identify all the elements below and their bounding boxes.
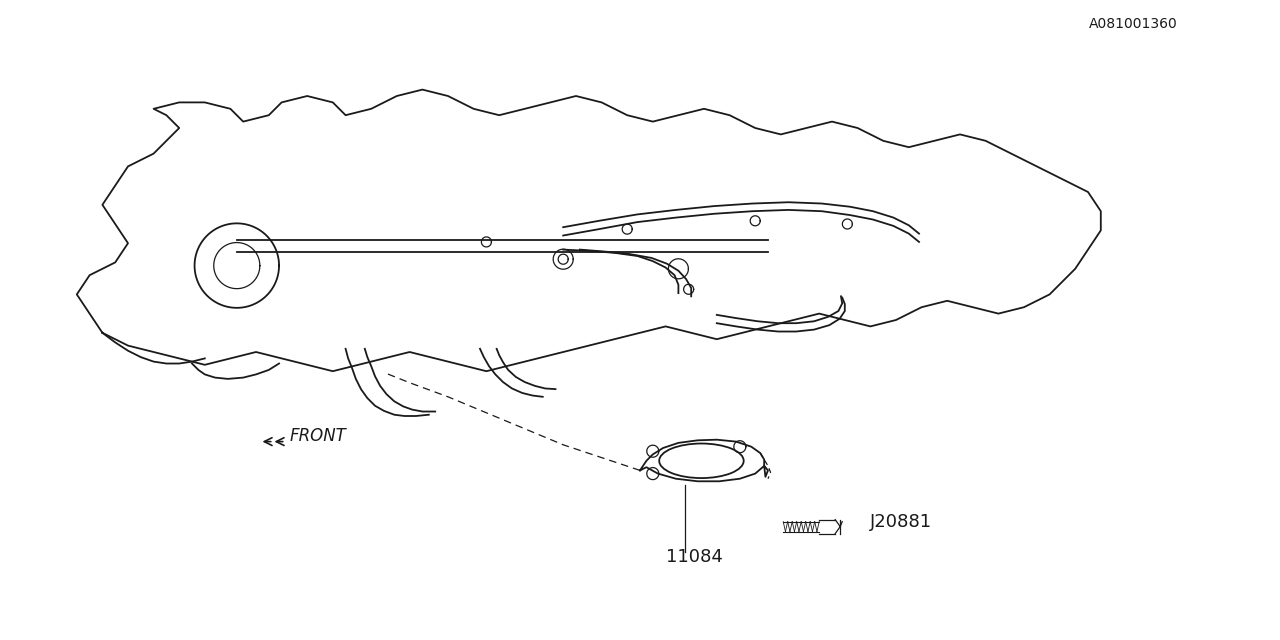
Text: J20881: J20881 [870,513,933,531]
Text: 11084: 11084 [666,548,722,566]
Text: FRONT: FRONT [289,427,347,445]
Text: A081001360: A081001360 [1088,17,1178,31]
